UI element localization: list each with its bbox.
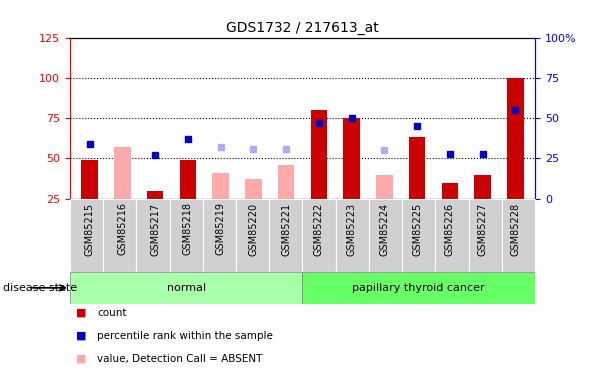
Bar — [147, 190, 164, 199]
Text: GSM85222: GSM85222 — [314, 202, 324, 256]
Text: GSM85218: GSM85218 — [183, 202, 193, 255]
Text: normal: normal — [167, 283, 206, 293]
Text: GSM85228: GSM85228 — [510, 202, 520, 255]
Bar — [409, 138, 426, 199]
Bar — [435, 199, 469, 272]
Bar — [402, 199, 435, 272]
Bar — [302, 272, 535, 304]
Text: GSM85226: GSM85226 — [445, 202, 455, 255]
Text: ■: ■ — [76, 308, 86, 318]
Bar — [70, 272, 302, 304]
Title: GDS1732 / 217613_at: GDS1732 / 217613_at — [226, 21, 379, 35]
Text: GSM85217: GSM85217 — [150, 202, 160, 255]
Text: ■: ■ — [76, 331, 86, 341]
Text: GSM85227: GSM85227 — [478, 202, 488, 256]
Text: disease state: disease state — [3, 283, 77, 293]
Bar — [245, 179, 261, 199]
Bar — [103, 199, 136, 272]
Bar — [469, 199, 502, 272]
Bar — [344, 118, 360, 199]
Bar — [136, 199, 170, 272]
Text: GSM85216: GSM85216 — [117, 202, 127, 255]
Bar — [269, 199, 302, 272]
Bar — [302, 199, 336, 272]
Text: GSM85215: GSM85215 — [85, 202, 95, 255]
Bar — [170, 199, 203, 272]
Text: percentile rank within the sample: percentile rank within the sample — [97, 331, 273, 341]
Text: GSM85224: GSM85224 — [379, 202, 389, 255]
Text: GSM85221: GSM85221 — [281, 202, 291, 255]
Bar — [311, 110, 327, 199]
Text: GSM85219: GSM85219 — [216, 202, 226, 255]
Bar — [336, 199, 369, 272]
Text: GSM85223: GSM85223 — [347, 202, 357, 255]
Bar — [179, 160, 196, 199]
Bar — [70, 199, 103, 272]
Bar — [507, 78, 523, 199]
Bar — [369, 199, 402, 272]
Bar — [474, 175, 491, 199]
Bar — [203, 199, 236, 272]
Text: value, Detection Call = ABSENT: value, Detection Call = ABSENT — [97, 354, 263, 364]
Text: GSM85220: GSM85220 — [248, 202, 258, 255]
Bar — [212, 173, 229, 199]
Bar — [114, 147, 131, 199]
Text: GSM85225: GSM85225 — [412, 202, 422, 256]
Bar — [278, 165, 294, 199]
Bar — [81, 160, 98, 199]
Text: papillary thyroid cancer: papillary thyroid cancer — [353, 283, 485, 293]
Bar — [502, 199, 535, 272]
Text: ■: ■ — [76, 354, 86, 364]
Bar — [441, 183, 458, 199]
Bar — [376, 175, 393, 199]
Bar — [236, 199, 269, 272]
Text: count: count — [97, 308, 127, 318]
